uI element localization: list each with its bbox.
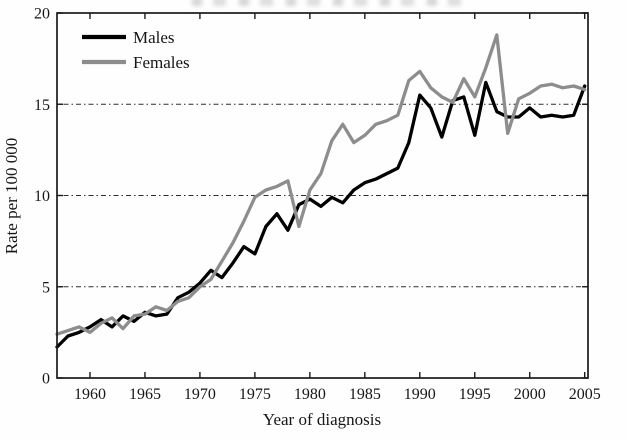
y-tick-label-5: 5 [42, 279, 50, 296]
y-tick-label-20: 20 [34, 6, 50, 23]
gridline-layer [59, 103, 586, 288]
x-tick-label-1985: 1985 [349, 386, 381, 403]
axes-layer: 1960 1965 1970 1975 1980 1985 1990 1995 2000 2005… [34, 6, 601, 404]
series-line-females [55, 33, 587, 336]
x-tick-label-1970: 1970 [184, 386, 216, 403]
y-axis-title: Rate per 100 000 [2, 138, 21, 255]
series-layer [55, 33, 587, 349]
x-tick-label-2005: 2005 [569, 386, 601, 403]
y-tick-label-0: 0 [42, 371, 50, 388]
x-tick-label-1990: 1990 [404, 386, 436, 403]
x-tick-label-2000: 2000 [514, 386, 546, 403]
x-tick-label-1960: 1960 [74, 386, 106, 403]
cropped-title-remnant [192, 0, 468, 6]
x-tick-label-1975: 1975 [239, 386, 271, 403]
legend: Males Females [82, 28, 190, 72]
y-tick-label-10: 10 [34, 188, 50, 205]
females-legend-label: Females [133, 53, 190, 72]
x-tick-label-1965: 1965 [129, 386, 161, 403]
males-legend-label: Males [133, 28, 175, 47]
x-tick-label-1995: 1995 [459, 386, 491, 403]
x-tick-label-1980: 1980 [294, 386, 326, 403]
x-axis-title: Year of diagnosis [263, 410, 381, 429]
y-tick-label-15: 15 [34, 97, 50, 114]
